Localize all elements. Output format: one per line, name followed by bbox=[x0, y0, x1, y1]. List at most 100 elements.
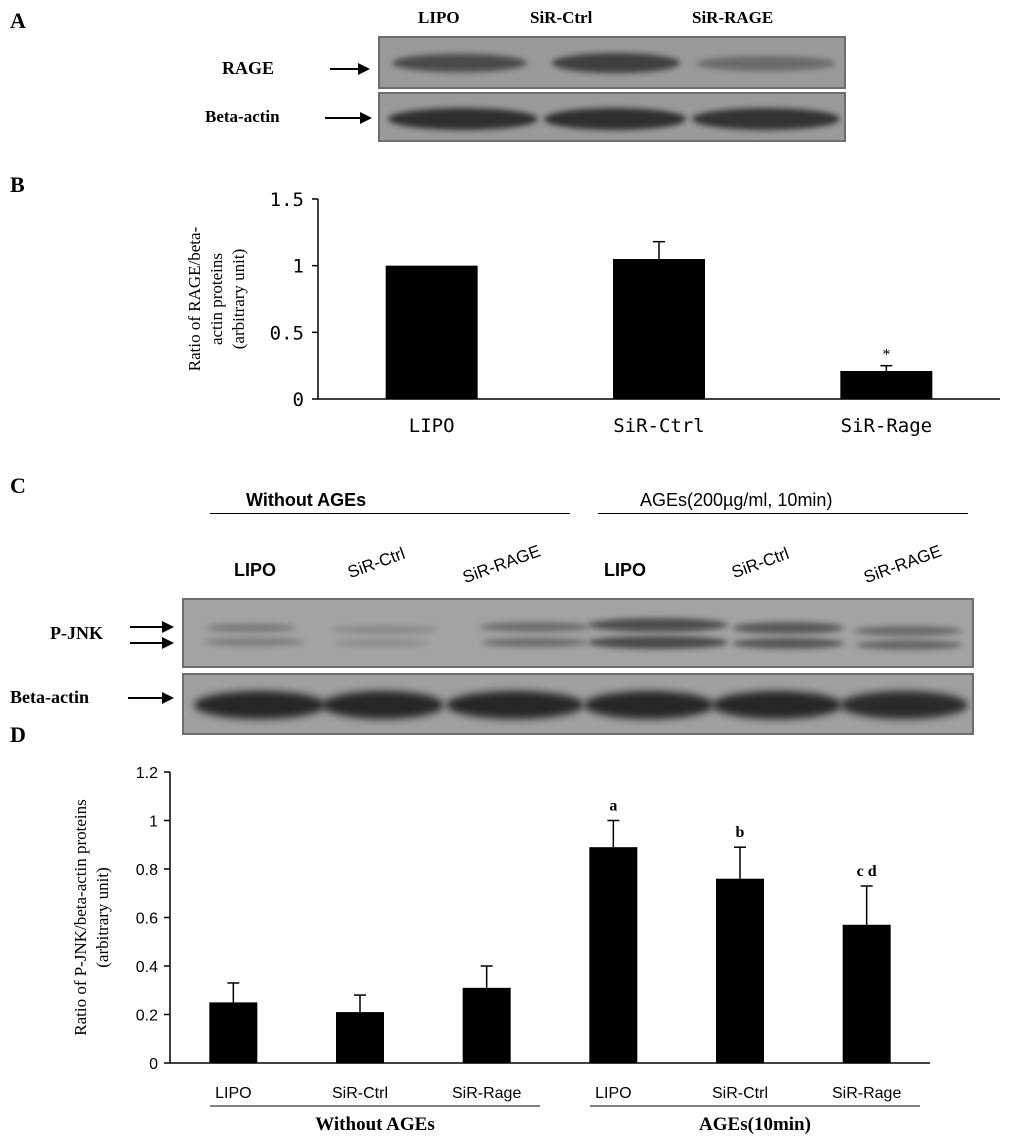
arrow-line bbox=[330, 68, 360, 70]
x-tick-label: SiR-Rage bbox=[841, 415, 933, 437]
arrow-head bbox=[162, 621, 174, 633]
bar bbox=[589, 847, 638, 1063]
x-tick-label: SiR-Ctrl bbox=[712, 1085, 768, 1102]
blot-band bbox=[588, 618, 728, 632]
blot-band bbox=[204, 638, 304, 646]
blot-band bbox=[854, 626, 962, 636]
annotation: b bbox=[736, 824, 745, 841]
blot-a-row-label-rage: RAGE bbox=[222, 58, 275, 78]
blot-band bbox=[446, 691, 584, 719]
blot-a-lane-label: LIPO bbox=[418, 8, 460, 27]
blot-a-lane-label: SiR-RAGE bbox=[692, 8, 774, 27]
bar bbox=[462, 987, 511, 1063]
bar bbox=[209, 1002, 258, 1063]
blot-band bbox=[206, 624, 296, 632]
blot-band bbox=[322, 691, 444, 719]
y-axis-label: Ratio of RAGE/beta-actin proteins (arbitr… bbox=[185, 226, 248, 371]
y-axis-label-line: (arbitrary unit) bbox=[229, 249, 248, 350]
blot-a-lane-label: SiR-Ctrl bbox=[530, 8, 593, 27]
blot-c-lane-label: SiR-Ctrl bbox=[345, 543, 408, 583]
blot-band bbox=[480, 622, 590, 632]
panel-label-b: B bbox=[10, 172, 25, 197]
y-tick-label: 0 bbox=[149, 1056, 158, 1073]
y-axis-label-line: actin proteins bbox=[207, 253, 226, 345]
bar bbox=[842, 924, 891, 1063]
y-tick-label: 1 bbox=[149, 814, 158, 831]
blot-c-lane-label: LIPO bbox=[234, 560, 277, 580]
arrow-head bbox=[358, 63, 370, 75]
arrow-line bbox=[130, 642, 164, 644]
y-tick-label: 0.4 bbox=[136, 959, 158, 976]
bar bbox=[385, 265, 478, 399]
bar bbox=[336, 1012, 384, 1063]
arrow-head bbox=[360, 112, 372, 124]
blot-band bbox=[544, 108, 686, 130]
blot-band bbox=[692, 108, 840, 130]
blot-c-group-label-ages: AGEs(200µg/ml, 10min) bbox=[640, 490, 833, 510]
group-label: AGEs(10min) bbox=[699, 1114, 811, 1135]
group-label: Without AGEs bbox=[315, 1114, 435, 1135]
annotation: * bbox=[882, 347, 890, 364]
blot-band bbox=[856, 640, 962, 650]
blot-c-lane-label: SiR-RAGE bbox=[460, 541, 543, 588]
blot-c-actin-strip bbox=[182, 673, 974, 735]
arrow-head bbox=[162, 637, 174, 649]
y-tick-label: 0.2 bbox=[136, 1008, 158, 1025]
y-tick-label: 1 bbox=[293, 256, 304, 278]
y-axis-label-line: Ratio of RAGE/beta- bbox=[185, 226, 204, 371]
blot-band bbox=[392, 54, 527, 72]
y-axis-label-line: Ratio of P-JNK/beta-actin proteins bbox=[71, 799, 90, 1036]
blot-c-row-label-actin: Beta-actin bbox=[10, 687, 89, 707]
blot-a-actin-strip bbox=[378, 92, 846, 142]
group-underline bbox=[210, 513, 570, 514]
blot-band bbox=[332, 626, 437, 633]
y-axis-label-line: (arbitrary unit) bbox=[93, 867, 112, 968]
blot-c-pjnk-strip bbox=[182, 598, 974, 668]
blot-band bbox=[584, 691, 714, 719]
blot-a-rage-strip bbox=[378, 36, 846, 89]
bar bbox=[716, 878, 764, 1063]
panel-label-c: C bbox=[10, 473, 26, 498]
blot-band bbox=[712, 691, 842, 719]
y-tick-label: 1.2 bbox=[136, 765, 158, 782]
blot-band bbox=[732, 638, 844, 649]
blot-c-row-label-pjnk: P-JNK bbox=[50, 623, 103, 643]
blot-band bbox=[482, 638, 588, 647]
blot-band bbox=[194, 691, 326, 719]
blot-band bbox=[840, 691, 968, 719]
bar bbox=[613, 259, 705, 399]
blot-band bbox=[388, 108, 538, 130]
arrow-line bbox=[130, 626, 164, 628]
blot-band bbox=[588, 636, 728, 649]
arrow-head bbox=[162, 692, 174, 704]
blot-c-group-label-without: Without AGEs bbox=[246, 490, 367, 510]
x-tick-label: SiR-Rage bbox=[452, 1085, 521, 1102]
blot-band bbox=[732, 622, 844, 634]
annotation: c d bbox=[857, 863, 877, 880]
arrow-line bbox=[128, 697, 164, 699]
annotation: a bbox=[609, 798, 617, 815]
panel-label-a: A bbox=[10, 8, 26, 33]
y-tick-label: 0.8 bbox=[136, 862, 158, 879]
x-tick-label: SiR-Rage bbox=[832, 1085, 901, 1102]
x-tick-label: SiR-Ctrl bbox=[613, 415, 705, 437]
blot-band bbox=[552, 53, 680, 73]
blot-c-lane-label: LIPO bbox=[604, 560, 647, 580]
blot-band bbox=[334, 640, 429, 646]
x-tick-label: LIPO bbox=[595, 1085, 631, 1102]
arrow-line bbox=[325, 117, 361, 119]
bar bbox=[840, 371, 933, 399]
chart-d: 0 0.2 0.4 0.6 0.8 1 1.2 LIPO SiR-Ctrl SiR-Rage a LI… bbox=[71, 765, 930, 1135]
y-axis-label: Ratio of P-JNK/beta-actin proteins (arbit… bbox=[71, 799, 112, 1036]
blot-band bbox=[696, 56, 836, 71]
chart-b: 0 0.5 1 1.5 LIPO SiR-Ctrl * SiR-Rage Ratio of RA… bbox=[185, 189, 1000, 437]
y-tick-label: 0.6 bbox=[136, 911, 158, 928]
x-tick-label: LIPO bbox=[215, 1085, 251, 1102]
y-tick-label: 1.5 bbox=[270, 189, 304, 211]
x-tick-label: SiR-Ctrl bbox=[332, 1085, 388, 1102]
blot-a-row-label-actin: Beta-actin bbox=[205, 107, 280, 126]
y-tick-label: 0.5 bbox=[270, 322, 304, 344]
panel-label-d: D bbox=[10, 722, 26, 747]
group-underline bbox=[598, 513, 968, 514]
y-tick-label: 0 bbox=[293, 389, 304, 411]
